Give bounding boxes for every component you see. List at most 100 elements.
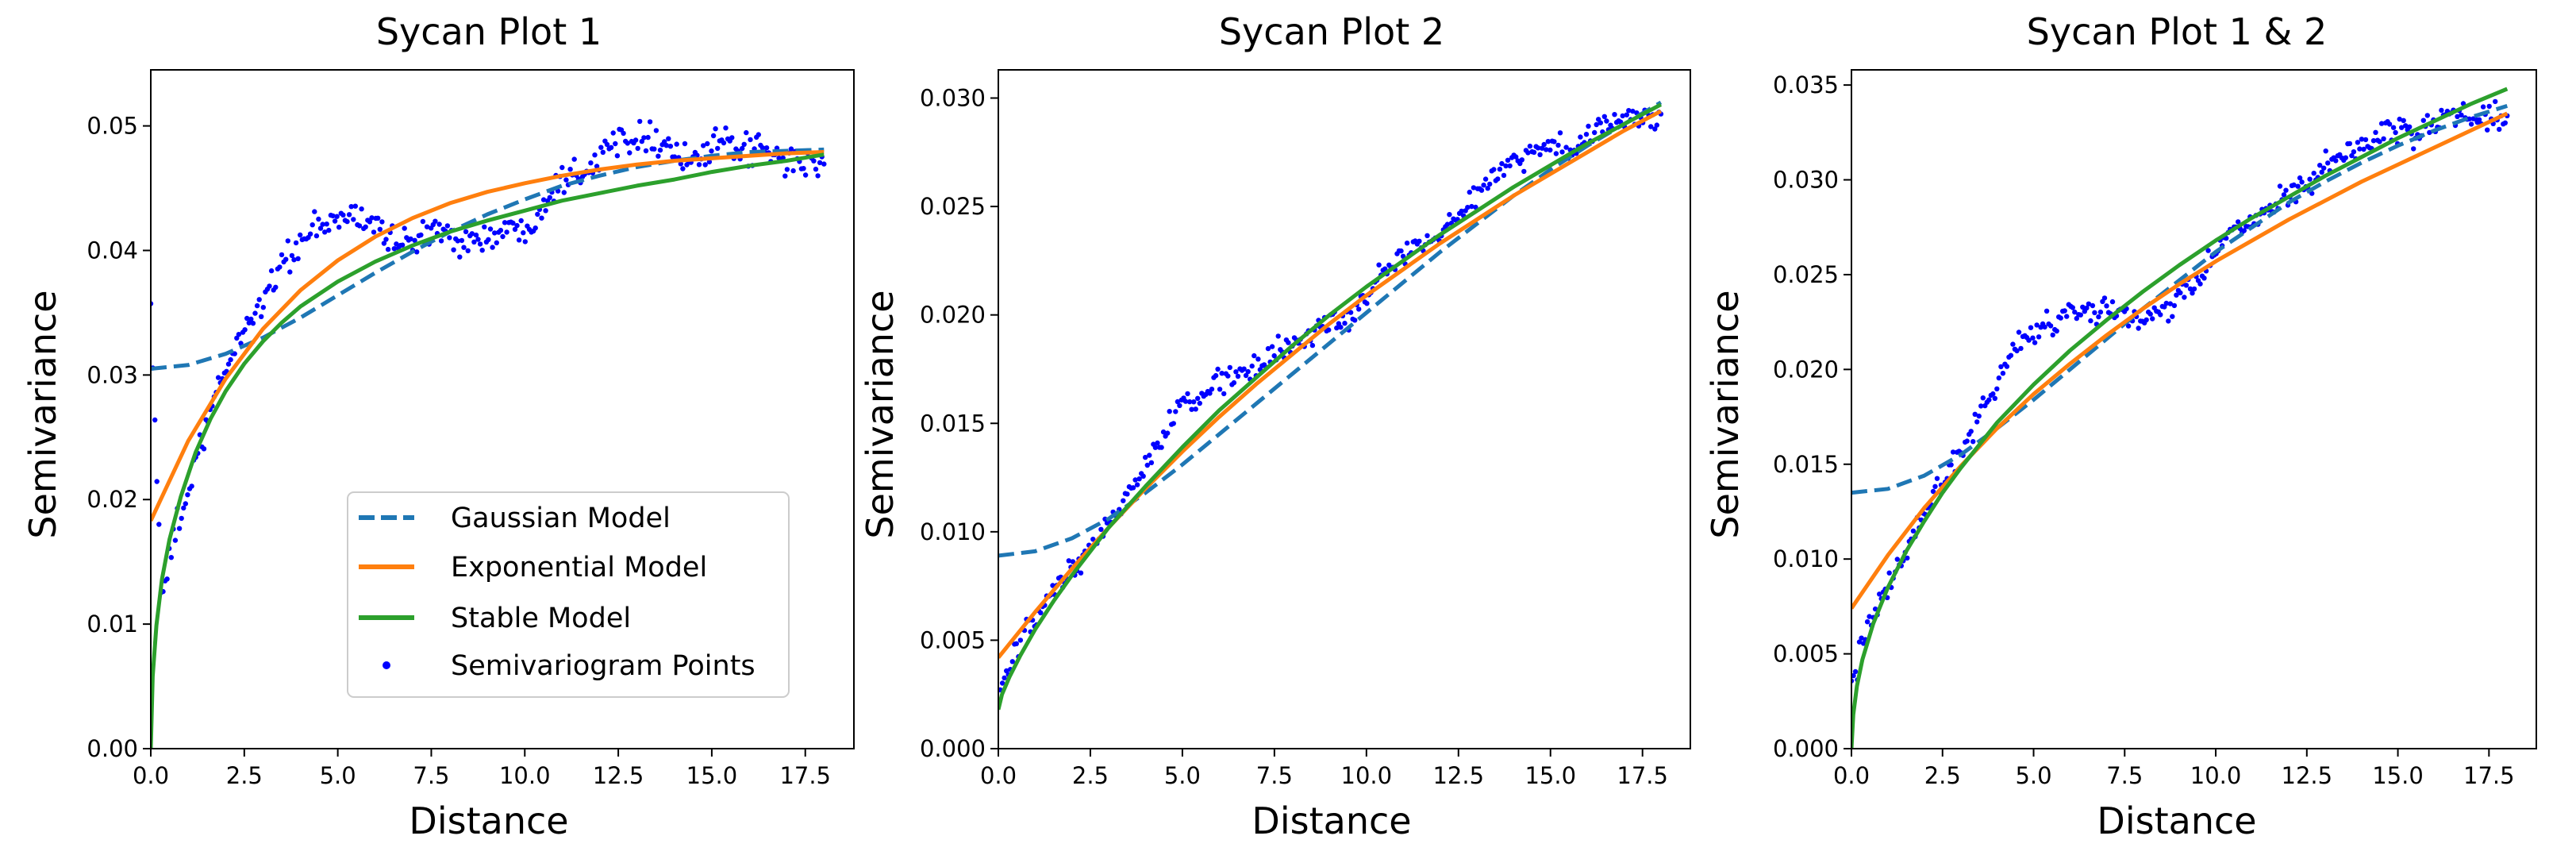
semivariogram-point [2378, 121, 2385, 126]
plot-area-3: 0.0 2.5 5.0 7.5 10.0 12.5 15.0 17.5 0.000 0.005 0.… [1773, 69, 2537, 789]
x-tick-label: 7.5 [1256, 762, 1293, 789]
semivariogram-point [455, 238, 460, 244]
semivariogram-point [1215, 366, 1221, 372]
semivariogram-point [2373, 129, 2378, 135]
semivariogram-point [2321, 165, 2327, 171]
semivariogram-point [813, 166, 819, 172]
semivariogram-point [1038, 610, 1044, 616]
semivariogram-point [487, 226, 494, 232]
semivariogram-point [2355, 140, 2361, 145]
semivariogram-point [379, 219, 385, 225]
semivariogram-point [494, 240, 499, 245]
y-tick-label: 0.02 [87, 486, 138, 513]
semivariogram-point [336, 225, 342, 230]
semivariogram-point [254, 302, 260, 309]
semivariogram-point [621, 130, 626, 137]
semivariogram-point [2064, 314, 2070, 319]
semivariogram-point [1507, 163, 1513, 169]
semivariogram-point [647, 119, 653, 125]
semivariogram-point [330, 213, 336, 219]
semivariogram-point [1503, 163, 1509, 169]
semivariogram-point [1090, 537, 1096, 542]
semivariogram-point [2299, 179, 2305, 185]
semivariogram-point [2171, 302, 2178, 309]
semivariogram-point [821, 161, 827, 167]
semivariogram-point [701, 143, 706, 148]
chart-title: Sycan Plot 1 [376, 10, 602, 53]
semivariogram-point [2043, 308, 2050, 314]
semivariogram-point [492, 230, 498, 236]
semivariogram-point [1243, 372, 1249, 379]
y-tick-label: 0.015 [920, 410, 986, 437]
semivariogram-point [709, 148, 714, 154]
semivariogram-point [1471, 185, 1477, 191]
semivariogram-point [1136, 476, 1142, 482]
semivariogram-point [215, 375, 221, 380]
semivariogram-point [2070, 305, 2075, 310]
semivariogram-point [1626, 108, 1632, 114]
semivariogram-point [201, 446, 207, 452]
semivariogram-point [356, 223, 363, 229]
semivariogram-point [2074, 315, 2079, 322]
y-tick-label: 0.020 [1773, 356, 1839, 383]
semivariogram-point [457, 254, 463, 260]
semivariogram-point [451, 247, 456, 252]
semivariogram-point [1271, 352, 1277, 359]
y-tick-label: 0.000 [1773, 735, 1839, 762]
semivariogram-point [784, 167, 790, 172]
x-axis-label: Distance [409, 799, 568, 842]
semivariogram-point [152, 417, 158, 423]
semivariogram-point [2386, 121, 2393, 127]
semivariogram-point [645, 134, 651, 141]
semivariogram-point [2397, 116, 2402, 122]
semivariogram-point [320, 221, 325, 227]
semivariogram-point [2325, 160, 2331, 166]
semivariogram-point [1598, 120, 1604, 125]
semivariogram-point [2182, 295, 2187, 300]
semivariogram-point [533, 225, 538, 231]
semivariogram-point [2476, 117, 2482, 122]
semivariogram-point [1535, 145, 1541, 151]
semivariogram-point [1404, 241, 1410, 246]
semivariogram-point [1886, 570, 1892, 576]
semivariogram-point [2390, 125, 2397, 130]
semivariogram-point [1159, 445, 1164, 450]
axes-frame [998, 69, 1691, 749]
semivariogram-point [1134, 482, 1140, 487]
semivariogram-point [1245, 368, 1251, 375]
legend-label-stable: Stable Model [451, 603, 631, 634]
semivariogram-point [1334, 325, 1340, 331]
semivariogram-point [2178, 290, 2183, 295]
semivariogram-point [592, 152, 598, 158]
semivariogram-point [1905, 555, 1910, 561]
semivariogram-point [447, 235, 452, 241]
semivariogram-point [1648, 124, 1654, 129]
semivariogram-point [625, 141, 630, 146]
semivariogram-point [2170, 314, 2175, 319]
semivariogram-point [1017, 638, 1024, 643]
semivariogram-point [2480, 104, 2486, 110]
semivariogram-point [1197, 400, 1203, 406]
semivariogram-point [1578, 134, 1583, 140]
semivariogram-point [710, 133, 717, 139]
semivariogram-point [2307, 176, 2313, 182]
exponential-model-line [151, 150, 825, 522]
semivariogram-point [2311, 171, 2316, 176]
semivariogram-point [1398, 248, 1404, 254]
x-tick-label: 2.5 [1924, 762, 1961, 789]
semivariogram-point [1495, 176, 1501, 182]
semivariogram-point [283, 256, 289, 262]
legend-entry-stable: Stable Model [359, 603, 631, 634]
semivariogram-point [1559, 149, 1565, 155]
y-tick-label: 0.015 [1773, 451, 1839, 478]
semivariogram-point [408, 236, 413, 242]
semivariogram-point [1974, 419, 1980, 425]
semivariogram-point [1140, 473, 1146, 479]
semivariogram-point [2485, 127, 2490, 133]
semivariogram-point [1630, 108, 1636, 114]
semivariogram-point [260, 305, 266, 310]
semivariogram-point [1356, 306, 1362, 312]
semivariogram-point [1513, 154, 1519, 160]
semivariogram-point [1990, 391, 1996, 397]
semivariogram-point [639, 138, 644, 144]
